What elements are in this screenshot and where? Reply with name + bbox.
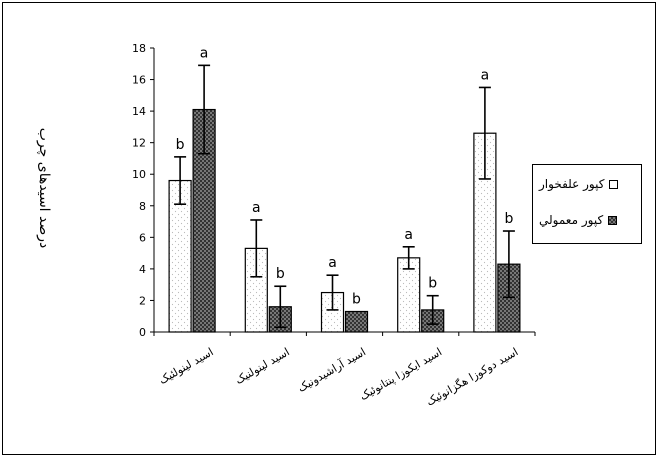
legend-label-common-carp: کپور معمولي: [539, 213, 604, 227]
x-category-label: اسید آراشیدونیک: [295, 344, 368, 394]
significance-label: b: [428, 276, 437, 292]
y-tick-label: 16: [132, 74, 146, 87]
y-axis-label: درصد اسیدهای چرب: [36, 127, 52, 249]
significance-label: a: [481, 67, 490, 83]
significance-label: b: [504, 211, 513, 227]
x-category-label: اسید لینولنیک: [233, 345, 292, 386]
significance-label: a: [200, 45, 209, 61]
legend-item-common-carp: کپور معمولي: [539, 213, 618, 227]
y-tick-label: 0: [139, 326, 146, 339]
y-tick-label: 4: [139, 263, 146, 276]
significance-label: a: [328, 255, 337, 271]
y-tick-label: 8: [139, 200, 146, 213]
significance-label: a: [404, 227, 413, 243]
y-tick-label: 18: [132, 42, 146, 55]
y-tick-label: 2: [139, 294, 146, 307]
y-tick-label: 10: [132, 168, 146, 181]
legend-label-grass-carp: کپور علفخوار: [539, 177, 605, 191]
y-tick-label: 14: [132, 105, 146, 118]
y-tick-label: 12: [132, 137, 146, 150]
legend: کپور علفخوار کپور معمولي: [532, 164, 642, 244]
bar: [344, 310, 369, 333]
significance-label: b: [176, 137, 185, 153]
significance-label: b: [352, 291, 361, 307]
significance-label: a: [252, 200, 261, 216]
legend-swatch-grass-carp: [609, 179, 619, 189]
legend-item-grass-carp: کپور علفخوار: [539, 177, 619, 191]
significance-label: b: [276, 266, 285, 282]
x-category-label: اسید لینولئیک: [157, 345, 216, 386]
y-tick-label: 6: [139, 231, 146, 244]
legend-swatch-common-carp: [608, 215, 618, 225]
